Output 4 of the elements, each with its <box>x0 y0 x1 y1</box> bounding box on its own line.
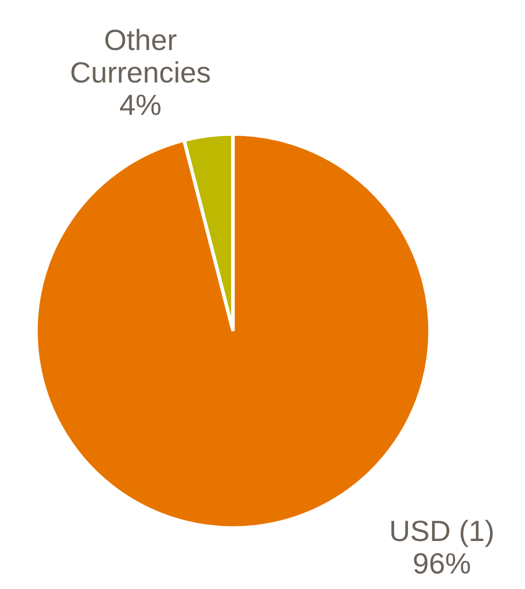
slice-label: Other Currencies <box>71 28 210 83</box>
slice-label: USD (1) <box>391 520 493 548</box>
data-label: 4% <box>120 94 160 116</box>
data-label: 96% <box>414 553 470 574</box>
